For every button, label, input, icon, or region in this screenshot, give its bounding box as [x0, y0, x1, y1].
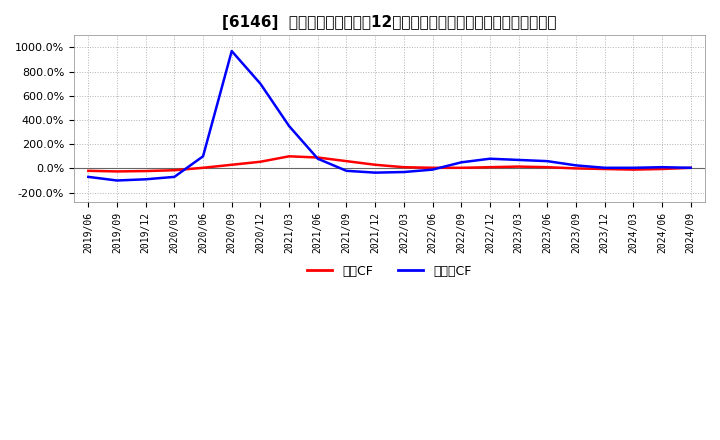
フリーCF — [428, 167, 437, 172]
フリーCF — [543, 158, 552, 164]
フリーCF — [514, 157, 523, 162]
営業CF — [141, 169, 150, 174]
フリーCF — [371, 170, 379, 175]
フリーCF — [342, 168, 351, 173]
フリーCF — [256, 81, 265, 86]
営業CF — [457, 165, 466, 170]
営業CF — [84, 168, 93, 173]
営業CF — [543, 165, 552, 170]
営業CF — [400, 165, 408, 170]
フリーCF — [141, 176, 150, 182]
営業CF — [342, 158, 351, 164]
営業CF — [285, 154, 294, 159]
フリーCF — [400, 169, 408, 175]
フリーCF — [228, 48, 236, 54]
Legend: 営業CF, フリーCF: 営業CF, フリーCF — [302, 260, 477, 283]
フリーCF — [686, 165, 695, 170]
フリーCF — [600, 165, 609, 170]
営業CF — [629, 167, 638, 172]
営業CF — [428, 165, 437, 170]
営業CF — [572, 166, 580, 171]
営業CF — [371, 162, 379, 167]
営業CF — [686, 165, 695, 170]
Title: [6146]  キャッシュフローの12か月移動合計の対前年同期増減率の推移: [6146] キャッシュフローの12か月移動合計の対前年同期増減率の推移 — [222, 15, 557, 30]
営業CF — [600, 166, 609, 172]
営業CF — [256, 159, 265, 165]
フリーCF — [84, 174, 93, 180]
営業CF — [485, 165, 494, 170]
フリーCF — [457, 160, 466, 165]
営業CF — [657, 166, 666, 172]
フリーCF — [112, 178, 121, 183]
フリーCF — [657, 165, 666, 170]
営業CF — [514, 164, 523, 169]
フリーCF — [285, 124, 294, 129]
フリーCF — [485, 156, 494, 161]
Line: 営業CF: 営業CF — [89, 156, 690, 172]
フリーCF — [170, 174, 179, 180]
フリーCF — [313, 156, 322, 161]
営業CF — [170, 168, 179, 173]
営業CF — [112, 169, 121, 174]
フリーCF — [629, 165, 638, 170]
営業CF — [228, 162, 236, 167]
Line: フリーCF: フリーCF — [89, 51, 690, 180]
営業CF — [199, 165, 207, 170]
フリーCF — [572, 163, 580, 168]
フリーCF — [199, 154, 207, 159]
営業CF — [313, 155, 322, 160]
